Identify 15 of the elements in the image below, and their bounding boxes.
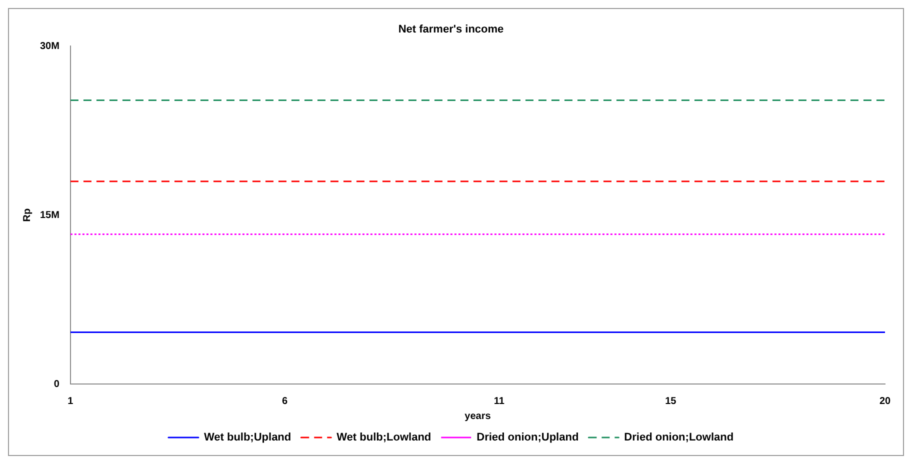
x-tick-label: 20 <box>879 396 891 407</box>
legend-label: Dried onion;Upland <box>476 432 579 444</box>
x-tick-label: 15 <box>665 396 677 407</box>
x-tick-label: 6 <box>282 396 288 407</box>
y-axis-title: Rp <box>22 208 33 222</box>
x-tick-label: 1 <box>68 396 74 407</box>
y-tick-label: 15M <box>40 210 60 221</box>
y-tick-label: 0 <box>54 378 60 390</box>
legend-label: Wet bulb;Lowland <box>336 432 432 444</box>
legend-label: Wet bulb;Upland <box>204 432 292 444</box>
legend-label: Dried onion;Lowland <box>624 432 734 444</box>
x-axis-title: years <box>464 410 492 422</box>
x-tick-label: 11 <box>494 396 505 407</box>
y-tick-label: 30M <box>40 40 60 52</box>
chart-title: Net farmer's income <box>398 24 504 36</box>
